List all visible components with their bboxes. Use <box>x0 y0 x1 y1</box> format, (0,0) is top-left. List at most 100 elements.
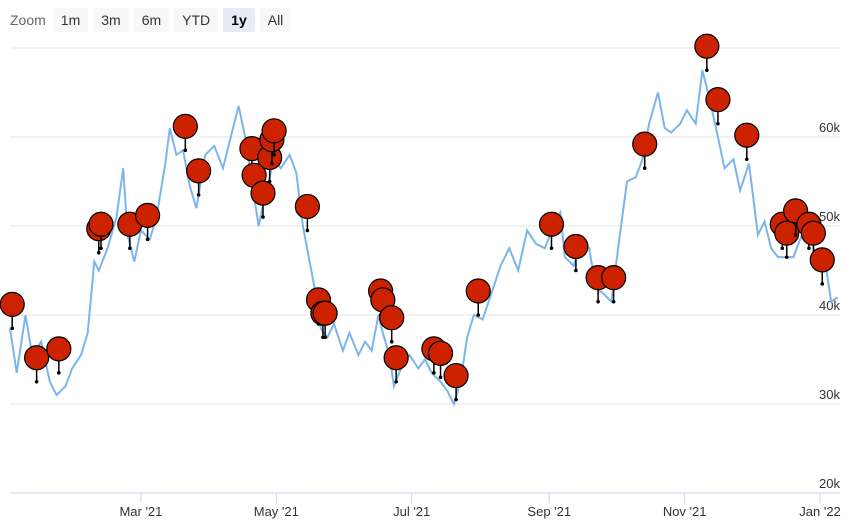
flag-markers <box>0 33 835 402</box>
flag-point <box>780 246 785 251</box>
x-tick-label: Nov '21 <box>663 504 707 519</box>
flag-circle <box>774 220 800 246</box>
y-tick-label: 40k <box>819 298 840 313</box>
flag-marker[interactable] <box>46 336 72 375</box>
flag-marker[interactable] <box>694 33 720 73</box>
flag-marker[interactable] <box>172 113 198 153</box>
flag-point <box>394 379 398 384</box>
flag-marker[interactable] <box>632 131 658 170</box>
flag-point <box>793 233 798 237</box>
flag-circle <box>734 122 760 148</box>
flag-marker[interactable] <box>312 300 338 340</box>
flag-marker[interactable] <box>134 202 161 242</box>
flag-marker[interactable] <box>261 118 287 157</box>
flag-circle <box>383 345 409 371</box>
flag-marker[interactable] <box>734 122 760 162</box>
flag-circle <box>0 291 25 317</box>
flag-marker[interactable] <box>538 211 565 251</box>
flag-circle <box>465 278 491 304</box>
flag-marker[interactable] <box>774 220 800 259</box>
flag-circle <box>261 118 287 144</box>
x-axis: Mar '21 May '21 Jul '21 Sep '21 Nov '21 Jan '… <box>119 493 841 519</box>
flag-marker[interactable] <box>563 233 589 273</box>
flag-point <box>57 371 61 375</box>
flag-circle <box>538 211 565 237</box>
price-series-line[interactable] <box>9 70 839 407</box>
x-tick-label: May '21 <box>254 504 299 519</box>
flag-point <box>476 313 481 317</box>
y-tick-label: 30k <box>819 387 840 402</box>
flag-point <box>438 375 443 380</box>
zoom-6m-button[interactable]: 6m <box>133 8 170 32</box>
flag-circle <box>186 158 212 184</box>
flag-circle <box>601 265 627 291</box>
flag-marker[interactable] <box>24 345 50 384</box>
flag-circle <box>294 193 320 220</box>
flag-marker[interactable] <box>0 291 25 331</box>
x-tick-label: Jul '21 <box>393 504 430 519</box>
y-tick-label: 50k <box>819 209 840 224</box>
flag-circle <box>809 247 835 273</box>
flag-circle <box>705 87 731 113</box>
flag-point <box>596 299 600 304</box>
zoom-3m-button[interactable]: 3m <box>93 8 129 32</box>
flag-marker[interactable] <box>427 340 454 380</box>
flag-circle <box>379 305 405 331</box>
x-tick-label: Jan '22 <box>799 504 841 519</box>
flag-point <box>99 246 103 251</box>
flag-marker[interactable] <box>465 278 491 317</box>
flag-point <box>820 282 825 286</box>
flag-marker[interactable] <box>88 211 114 251</box>
flag-marker[interactable] <box>809 247 835 286</box>
y-axis: 20k 30k 40k 50k 60k <box>819 120 840 491</box>
flag-circle <box>632 131 658 157</box>
flag-circle <box>24 345 50 371</box>
flag-point <box>574 268 578 273</box>
flag-circle <box>563 233 589 260</box>
flag-point <box>272 153 276 157</box>
flag-point <box>145 237 150 242</box>
flag-point <box>10 326 15 331</box>
flag-point <box>323 335 327 340</box>
flag-point <box>196 193 201 197</box>
zoom-all-button[interactable]: All <box>259 8 292 32</box>
flag-point <box>432 371 436 375</box>
flag-circle <box>443 362 469 389</box>
flag-circle <box>694 33 720 59</box>
zoom-1m-button[interactable]: 1m <box>52 8 89 32</box>
flag-point <box>34 379 39 384</box>
zoom-bar: Zoom 1m 3m 6m YTD 1y All <box>10 8 292 32</box>
zoom-ytd-button[interactable]: YTD <box>174 8 219 32</box>
flag-circle <box>134 202 161 228</box>
flag-marker[interactable] <box>601 265 627 304</box>
flag-marker[interactable] <box>250 180 276 219</box>
flag-point <box>549 246 554 251</box>
flag-marker[interactable] <box>186 158 212 197</box>
flag-circle <box>427 340 454 366</box>
flag-point <box>642 166 647 170</box>
zoom-label: Zoom <box>10 12 46 28</box>
flag-marker[interactable] <box>294 193 320 233</box>
flag-marker[interactable] <box>379 305 405 344</box>
flag-point <box>716 121 720 126</box>
y-tick-label: 60k <box>819 120 840 135</box>
flag-circle <box>46 336 72 362</box>
flag-point <box>128 246 132 251</box>
flag-circle <box>250 180 276 206</box>
zoom-1y-button[interactable]: 1y <box>223 8 255 32</box>
flag-point <box>784 255 789 259</box>
flag-circle <box>88 211 114 237</box>
flag-marker[interactable] <box>443 362 469 402</box>
flag-point <box>267 179 272 184</box>
flag-point <box>705 68 709 73</box>
x-tick-label: Sep '21 <box>527 504 571 519</box>
flag-circle <box>172 113 198 139</box>
flag-point <box>261 215 265 219</box>
flag-point <box>270 161 274 166</box>
flag-point <box>807 246 811 251</box>
flag-marker[interactable] <box>705 87 731 126</box>
flag-point <box>454 397 458 402</box>
flag-marker[interactable] <box>383 345 409 384</box>
